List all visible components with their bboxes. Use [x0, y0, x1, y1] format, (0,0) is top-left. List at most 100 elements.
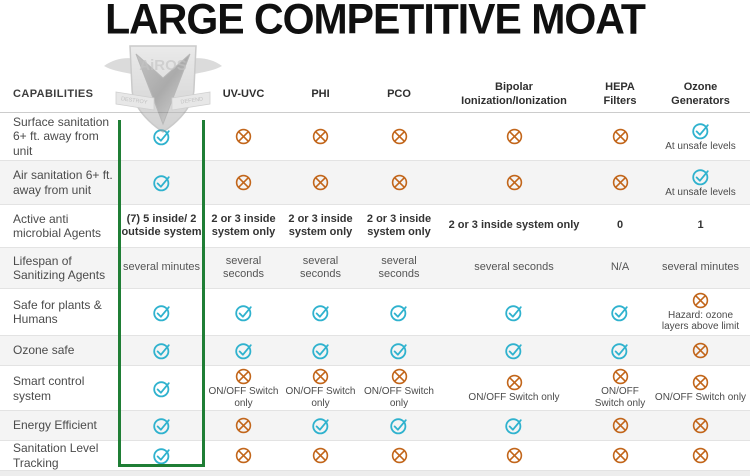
row-label: Energy Efficient [13, 418, 97, 433]
table-cell [118, 411, 205, 440]
cross-icon [312, 447, 329, 464]
table-cell [589, 289, 651, 335]
table-cell: ON/OFF Switch only [651, 366, 750, 411]
table-cell [359, 336, 439, 365]
check-icon [152, 381, 170, 398]
cell-text: 2 or 3 inside system only [211, 212, 276, 238]
cell-text: 2 or 3 inside system only [288, 212, 353, 238]
check-icon [390, 343, 407, 360]
column-header: PCO [387, 88, 411, 101]
table-cell: 0 [589, 205, 651, 247]
table-cell [205, 441, 282, 470]
table-cell [439, 336, 589, 365]
check-icon [691, 123, 709, 140]
check-icon [390, 304, 407, 321]
cell-text: several minutes [661, 261, 740, 274]
table-cell [118, 441, 205, 470]
table-cell [439, 161, 589, 204]
table-cell: several minutes [651, 248, 750, 288]
table-row: Air sanitation 6+ ft. away from unit At u… [0, 161, 750, 205]
cross-icon [612, 368, 628, 385]
table-row: Surface sanitation 6+ ft. away from unit… [0, 113, 750, 161]
cell-note: ON/OFF Switch only [468, 391, 560, 403]
table-cell [118, 289, 205, 335]
cross-icon [312, 174, 329, 191]
cross-icon [692, 447, 709, 464]
table-row: Sanitation Level Tracking [0, 441, 750, 471]
cross-icon [612, 417, 628, 434]
table-cell [651, 441, 750, 470]
cell-text: 1 [697, 219, 704, 232]
ribbon-banner [115, 91, 155, 111]
cell-text: several seconds [300, 254, 341, 280]
row-label: Active anti microbial Agents [13, 211, 102, 240]
check-icon [152, 448, 170, 465]
cross-icon [235, 447, 252, 464]
table-cell [118, 366, 205, 411]
check-icon [152, 418, 170, 435]
table-cell: several seconds [205, 248, 282, 288]
table-row: Ozone safe [0, 336, 750, 366]
check-icon [311, 343, 329, 360]
table-cell: (7) 5 inside/ 2 outside system [118, 205, 205, 247]
cross-icon [506, 447, 522, 464]
table-cell [359, 161, 439, 204]
cross-icon [391, 447, 407, 464]
cell-note: Hazard: ozone layers above limit [661, 309, 740, 333]
cross-icon [506, 128, 522, 145]
cell-text: several minutes [122, 261, 201, 274]
cross-icon [506, 374, 522, 390]
cross-icon [312, 128, 329, 145]
column-header: CAPABILITIES [13, 88, 94, 101]
cross-icon [506, 174, 522, 191]
cross-icon [612, 174, 628, 191]
check-icon [234, 304, 252, 321]
table-cell [282, 113, 359, 160]
table-cell: several seconds [359, 248, 439, 288]
table-cell: several minutes [118, 248, 205, 288]
table-cell [205, 161, 282, 204]
table-cell [282, 289, 359, 335]
cell-text: 0 [616, 219, 624, 232]
row-label: Air sanitation 6+ ft. away from unit [13, 168, 113, 197]
table-cell [282, 411, 359, 440]
ribbon-banner [171, 91, 211, 111]
check-icon [611, 343, 628, 360]
table-cell: several seconds [282, 248, 359, 288]
page-title: LARGE COMPETITIVE MOAT [105, 0, 646, 43]
cell-text: 2 or 3 inside system only [366, 212, 432, 238]
check-icon [234, 343, 252, 360]
table-cell: ON/OFF Switch only [205, 366, 282, 411]
row-label: Sanitation Level Tracking [13, 441, 99, 470]
cell-text: several seconds [223, 254, 264, 280]
cross-icon [235, 174, 252, 191]
table-cell: several seconds [439, 248, 589, 288]
cell-note: ON/OFF Switch only [285, 386, 356, 409]
cross-icon [391, 368, 407, 385]
column-header: Bipolar Ionization/Ionization [461, 81, 567, 107]
table-cell [589, 113, 651, 160]
table-row: Smart control system ON/OFF Switch only ON… [0, 366, 750, 411]
table-cell: 1 [651, 205, 750, 247]
table-cell [589, 161, 651, 204]
cell-text: several seconds [378, 254, 420, 280]
table-cell [282, 336, 359, 365]
check-icon [691, 169, 709, 186]
cell-note: ON/OFF Switch only [594, 386, 646, 409]
cell-note: ON/OFF Switch only [654, 391, 747, 403]
cross-icon [692, 374, 709, 390]
table-cell [118, 161, 205, 204]
column-header: UV-UVC [222, 88, 265, 101]
table-cell: 2 or 3 inside system only [205, 205, 282, 247]
check-icon [311, 418, 329, 435]
check-icon [505, 343, 522, 360]
table-cell: 2 or 3 inside system only [439, 205, 589, 247]
table-cell [359, 289, 439, 335]
cross-icon [235, 128, 252, 145]
row-label: Lifespan of Sanitizing Agents [13, 253, 106, 282]
table-cell [282, 161, 359, 204]
column-header: PHI [311, 88, 330, 101]
table-cell: At unsafe levels [651, 161, 750, 204]
table-cell [359, 411, 439, 440]
